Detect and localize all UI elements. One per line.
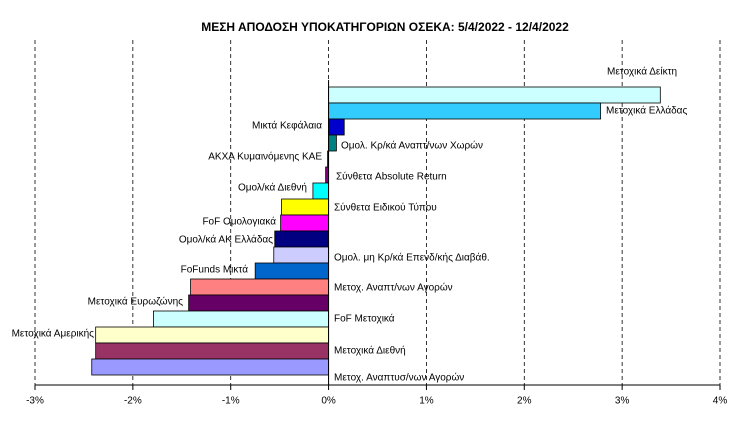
bar	[328, 134, 337, 152]
bar	[95, 326, 329, 344]
bar-label: Ομολ/κά ΑΚ Ελλάδας	[179, 234, 273, 246]
bar-label: Μετοχ. Αναπτυσ/νων Αγορών	[334, 372, 464, 384]
bar	[280, 214, 329, 232]
bar-label: Σύνθετα Absolute Return	[336, 171, 447, 183]
x-tick-label: 1%	[419, 396, 434, 407]
x-tick-label: -1%	[222, 396, 240, 407]
bar	[328, 102, 602, 120]
bar-label: Ομολ. Κρ/κά Αναπτ/νων Χωρών	[341, 140, 483, 152]
bar-label: FoF Ομολογιακά	[202, 216, 276, 228]
bar	[273, 246, 329, 264]
bar	[312, 182, 329, 200]
bar-label: Μετοχικά Ευρωζώνης	[88, 296, 184, 308]
bar	[274, 230, 329, 248]
x-tick-label: -2%	[124, 396, 142, 407]
bar	[281, 198, 329, 216]
chart-title: ΜΕΣΗ ΑΠΟΔΟΣΗ ΥΠΟΚΑΤΗΓΟΡΙΩΝ ΟΣΕΚΑ: 5/4/20…	[201, 20, 569, 34]
x-tick-label: 4%	[713, 396, 728, 407]
bar-label: Ομολ. μη Κρ/κά Επενδ/κής Διαβάθ.	[334, 252, 490, 264]
bar-label: Μετοχικά Αμερικής	[12, 328, 95, 340]
bar	[254, 262, 329, 280]
bar	[153, 310, 329, 328]
bar-label: Μικτά Κεφάλαια	[252, 120, 322, 132]
bar-label: Μετοχικά Δείκτη	[607, 66, 677, 78]
x-tick-label: -3%	[26, 396, 44, 407]
bar	[190, 278, 329, 296]
bar-label: Μετοχικά Ελλάδας	[606, 105, 687, 117]
bar-label: ΑΚΧΑ Κυμαινόμενης ΚΑΕ	[208, 151, 322, 163]
bar-label: Ομολ/κά Διεθνή	[238, 182, 307, 194]
bar	[188, 294, 329, 312]
bar	[328, 86, 661, 104]
bar-label: Μετοχ. Αναπτ/νων Αγορών	[334, 282, 453, 294]
bar-label: Σύνθετα Ειδικού Τύπου	[334, 202, 437, 214]
bar-label: FoF Μετοχικά	[334, 313, 395, 325]
bar	[95, 342, 329, 360]
x-tick-label: 2%	[517, 396, 532, 407]
x-tick-label: 3%	[615, 396, 630, 407]
bar	[328, 118, 345, 136]
bar	[91, 358, 329, 376]
x-tick-label: 0%	[321, 396, 336, 407]
bar-label: FoFunds Μικτά	[181, 264, 249, 276]
bar-label: Μετοχικά Διεθνή	[334, 345, 406, 357]
